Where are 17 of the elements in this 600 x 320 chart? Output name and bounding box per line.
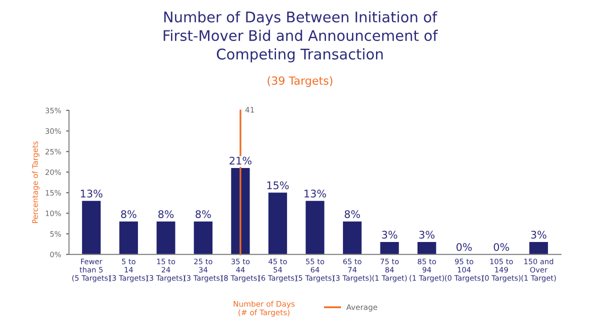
data-label: 3% [531,230,546,239]
bar [82,200,101,254]
data-label: 8% [344,210,360,218]
chart-subtitle: (39 Targets) [268,76,332,87]
chart-title: Number of Days Between Initiation of First-Mover Bid and Announcement of Competing Transaction [164,11,438,62]
data-label: 15% [267,181,289,190]
data-label: 13% [304,190,326,198]
data-label: 0% [494,243,510,251]
data-label: 3% [382,230,398,239]
data-label: 21% [230,156,252,165]
data-label: 13% [80,190,102,198]
data-label: 3% [419,230,435,239]
data-label: 8% [121,210,136,218]
data-label: 8% [158,210,174,218]
bar [306,200,324,254]
data-label: 8% [196,210,211,218]
data-label: 0% [456,243,472,251]
